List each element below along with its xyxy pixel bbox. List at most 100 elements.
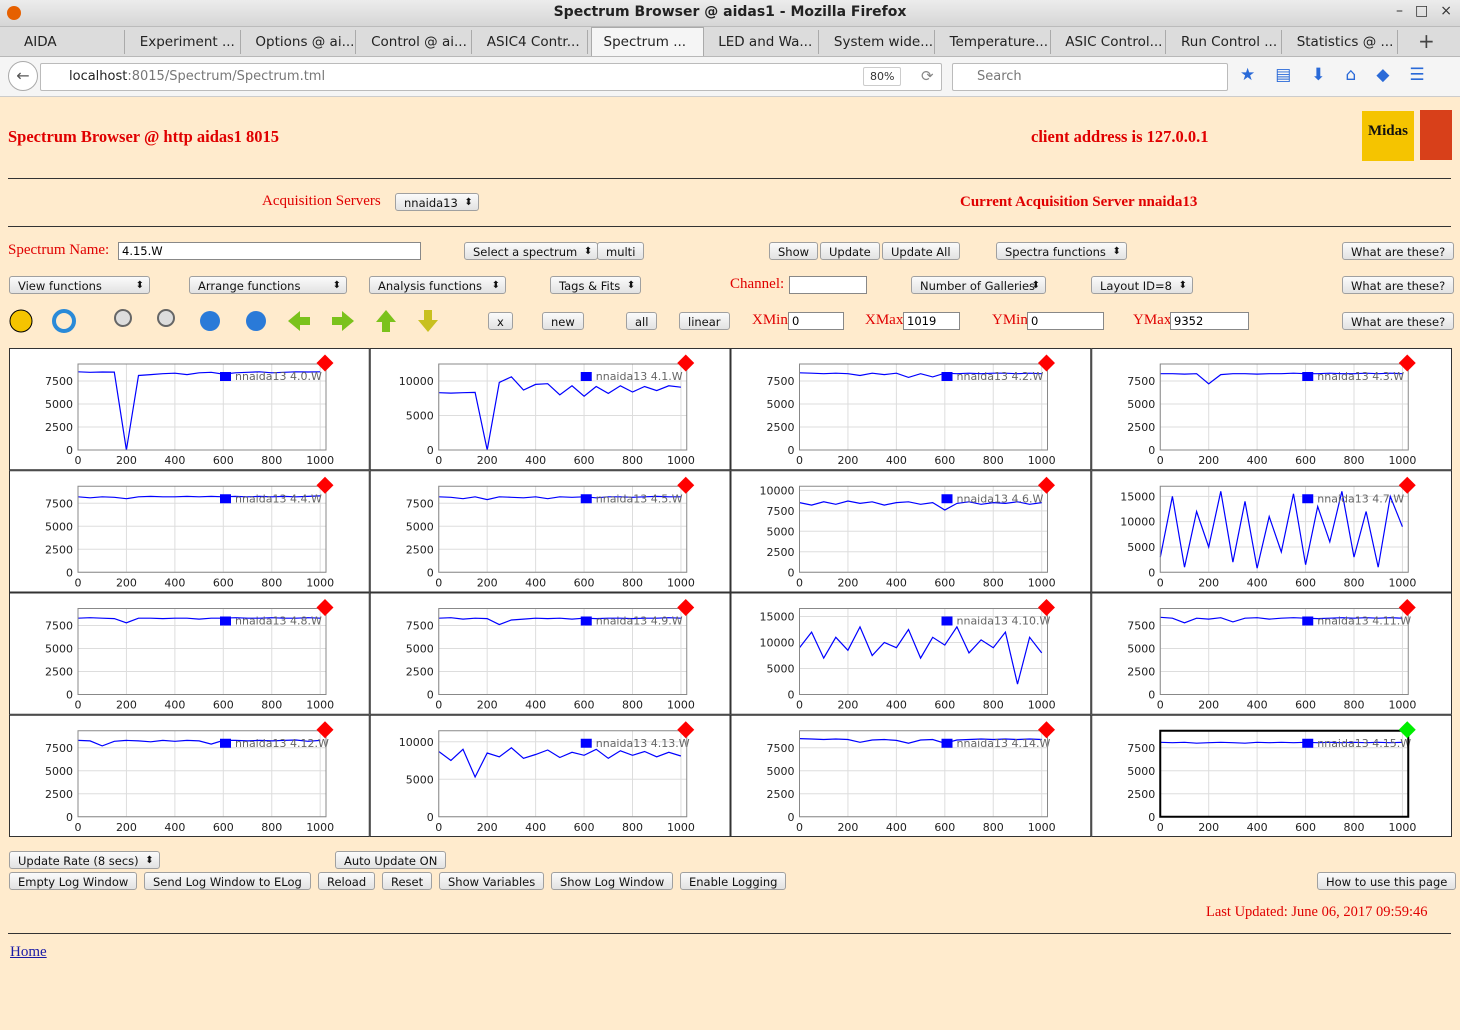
y-tick-label: 7500	[45, 620, 73, 633]
url-bar[interactable]: localhost:8015/Spectrum/Spectrum.tml 80%…	[40, 63, 942, 91]
new-button[interactable]: new	[542, 312, 584, 330]
footer-button[interactable]: Show Variables	[439, 872, 545, 890]
footer-button[interactable]: Show Log Window	[551, 872, 674, 890]
spectrum-line	[1160, 616, 1403, 624]
analysis-functions[interactable]: Analysis functions	[369, 276, 506, 295]
ymax-input[interactable]: 9352	[1170, 312, 1249, 330]
browser-tab[interactable]: System wide...	[822, 30, 935, 54]
right-arrow[interactable]	[332, 311, 354, 331]
help-button[interactable]: What are these?	[1342, 242, 1455, 260]
zoom-indicator[interactable]: 80%	[863, 67, 902, 86]
zoom-out-icon[interactable]	[157, 309, 175, 327]
y-tick-label: 2500	[45, 421, 73, 434]
status-marker	[316, 476, 334, 494]
browser-tab[interactable]: Temperature...	[938, 30, 1051, 54]
search-bar[interactable]: Search	[952, 63, 1228, 91]
toolbar-icons[interactable]: ★▤⬇⌂◆☰	[1240, 65, 1445, 85]
legend-swatch	[1302, 372, 1314, 381]
x-tick-label: 200	[1198, 699, 1219, 712]
update-rate-select[interactable]: Update Rate (8 secs)	[9, 851, 160, 870]
legend-label: nnaida13 4.7.W	[1317, 492, 1404, 505]
panel	[369, 348, 731, 471]
galleries-select[interactable]: Number of Galleries	[911, 276, 1046, 295]
shrink-y-icon[interactable]	[246, 311, 266, 331]
x-button[interactable]: x	[488, 312, 513, 330]
panel	[1091, 592, 1452, 715]
x-tick-label: 1000	[667, 699, 695, 712]
y-tick-label: 5000	[45, 643, 73, 656]
layout-select[interactable]: Layout ID=8	[1091, 276, 1193, 295]
browser-tab[interactable]: ASIC4 Contr...	[475, 30, 588, 54]
window-controls[interactable]: –□×	[1396, 3, 1460, 19]
x-tick-label: 1000	[1028, 454, 1056, 467]
x-tick-label: 0	[796, 576, 803, 589]
view-functions[interactable]: View functions	[9, 276, 150, 295]
footer-button[interactable]: Enable Logging	[680, 872, 787, 890]
help-button[interactable]: What are these?	[1342, 276, 1455, 294]
y-tick-label: 0	[427, 811, 434, 824]
xmax-input[interactable]: 1019	[903, 312, 960, 330]
page-title: Spectrum Browser @ http aidas1 8015	[8, 127, 279, 146]
y-tick-label: 10000	[760, 484, 795, 497]
help-button[interactable]: What are these?	[1342, 312, 1455, 330]
show-button[interactable]: Show	[769, 242, 819, 260]
y-tick-label: 2500	[45, 543, 73, 556]
footer-button[interactable]: Reset	[382, 872, 433, 890]
multi-button[interactable]: multi	[597, 242, 645, 260]
separator	[8, 933, 1451, 934]
browser-tab[interactable]: LED and Wa...	[706, 30, 820, 54]
browser-tab[interactable]: Statistics @ ...	[1285, 30, 1398, 54]
browser-tab[interactable]: Options @ ai...	[243, 30, 357, 54]
panel	[9, 714, 370, 837]
legend-swatch	[220, 738, 231, 748]
select-spectrum[interactable]: Select a spectrum	[464, 242, 599, 261]
linear-button[interactable]: linear	[679, 312, 730, 330]
spectrum-name-input[interactable]: 4.15.W	[118, 242, 421, 260]
panel	[9, 470, 370, 593]
x-tick-label: 200	[116, 821, 137, 834]
expand-y-icon[interactable]	[200, 311, 220, 331]
spectrum-line	[438, 747, 682, 779]
legend-label: nnaida13 4.15.W	[1317, 737, 1411, 750]
update-button[interactable]: Update	[820, 242, 880, 260]
footer-button[interactable]: Reload	[318, 872, 376, 890]
browser-tab[interactable]: AIDA	[12, 30, 125, 54]
spectra-functions[interactable]: Spectra functions	[996, 242, 1127, 261]
x-tick-label: 200	[116, 454, 137, 467]
how-to-button[interactable]: How to use this page	[1317, 872, 1457, 890]
channel-input[interactable]	[789, 276, 867, 294]
home-link[interactable]: Home	[10, 944, 47, 960]
update-all-button[interactable]: Update All	[882, 242, 960, 260]
x-tick-label: 600	[213, 454, 234, 467]
x-tick-label: 800	[622, 821, 643, 834]
left-arrow[interactable]	[288, 311, 310, 331]
browser-tab[interactable]: Spectrum ...	[590, 27, 704, 56]
y-tick-label: 0	[1148, 444, 1155, 457]
browser-tab[interactable]: Experiment ...	[128, 30, 241, 54]
y-tick-label: 0	[427, 566, 434, 579]
x-tick-label: 600	[1295, 454, 1316, 467]
xmin-input[interactable]: 0	[788, 312, 844, 330]
spectrum-line	[1159, 491, 1403, 569]
browser-tab[interactable]: Control @ ai...	[359, 30, 473, 54]
browser-tab[interactable]: Run Control ...	[1169, 30, 1282, 54]
all-button[interactable]: all	[626, 312, 658, 330]
footer-button[interactable]: Empty Log Window	[9, 872, 138, 890]
arrange-functions[interactable]: Arrange functions	[189, 276, 347, 295]
refresh-icon[interactable]	[52, 309, 76, 333]
back-button[interactable]: ←	[8, 61, 38, 91]
zoom-in-icon[interactable]	[114, 309, 132, 327]
auto-update-button[interactable]: Auto Update ON	[335, 851, 447, 869]
browser-tab[interactable]: ASIC Control...	[1053, 30, 1167, 54]
footer-button[interactable]: Send Log Window to ELog	[144, 872, 311, 890]
server-select[interactable]: nnaida13	[395, 193, 479, 212]
x-tick-label: 200	[116, 576, 137, 589]
down-arrow[interactable]	[418, 310, 438, 332]
reload-icon[interactable]: ⟳	[921, 67, 934, 85]
radiation-icon[interactable]	[9, 309, 33, 333]
x-tick-label: 1000	[1028, 821, 1056, 834]
up-arrow[interactable]	[376, 310, 396, 332]
tags-fits[interactable]: Tags & Fits	[550, 276, 642, 295]
ymin-input[interactable]: 0	[1027, 312, 1104, 330]
new-tab-button[interactable]: +	[1418, 29, 1435, 53]
